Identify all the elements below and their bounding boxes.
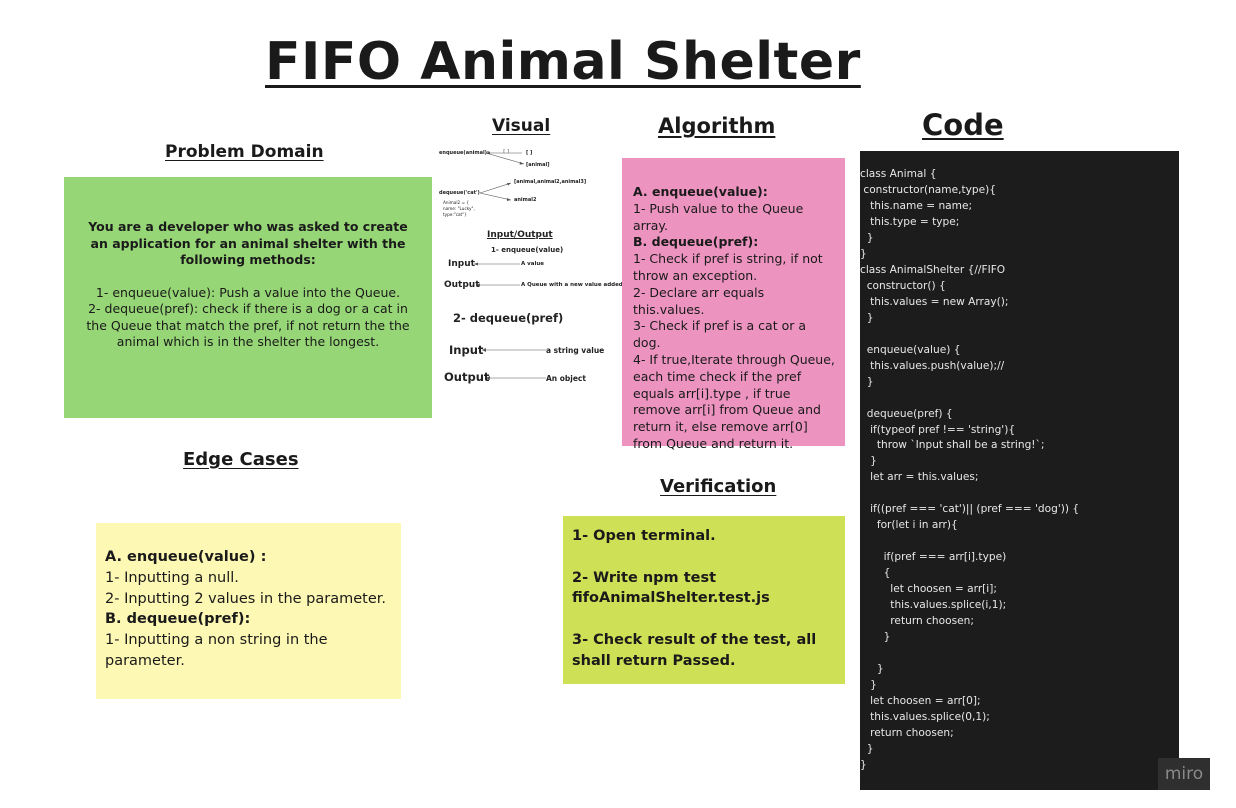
- vis-input-2-value: a string value: [546, 346, 605, 355]
- verification-heading: Verification: [660, 476, 777, 497]
- verification-note[interactable]: 1- Open terminal. 2- Write npm test fifo…: [563, 516, 845, 684]
- code-line: return choosen;: [860, 615, 974, 628]
- code-line: if((pref === 'cat')|| (pref === 'dog')) …: [860, 503, 1080, 516]
- code-lines: class Animal { constructor(name,type){ t…: [860, 167, 1179, 774]
- vis-output-1-value: A Queue with a new value added.: [521, 282, 625, 288]
- code-line: }: [860, 231, 874, 244]
- code-line: }: [860, 311, 874, 324]
- problem-line-2: 2- dequeue(pref): check if there is a do…: [86, 301, 410, 349]
- vis-sample-1: Animal2 = {: [443, 200, 469, 205]
- visual-heading: Visual: [492, 116, 551, 136]
- code-line: for(let i in arr){: [860, 519, 958, 532]
- code-line: {: [860, 567, 891, 580]
- problem-intro: You are a developer who was asked to cre…: [88, 219, 408, 267]
- algo-b-1: 1- Check if pref is string, if not throw…: [633, 251, 823, 283]
- code-line: }: [860, 679, 877, 691]
- vis-input-1-value: A value: [521, 261, 544, 267]
- problem-domain-note[interactable]: You are a developer who was asked to cre…: [64, 177, 432, 418]
- vis-sample-3: type:"cat"}: [443, 212, 467, 217]
- code-line: let arr = this.values;: [860, 471, 979, 484]
- board-title: FIFO Animal Shelter: [265, 32, 861, 92]
- code-line: }: [860, 455, 877, 468]
- vis-sample-2: name: "Lucky",: [443, 206, 475, 211]
- vis-result-label: animal2: [514, 197, 537, 203]
- algorithm-note[interactable]: A. enqueue(value): 1- Push value to the …: [622, 158, 845, 451]
- vis-dequeue-label: dequeue('cat'): [439, 190, 480, 196]
- code-line: enqueue(value) {: [860, 343, 961, 356]
- problem-domain-heading: Problem Domain: [165, 142, 324, 162]
- verif-step-1: 1- Open terminal.: [572, 528, 716, 544]
- code-line: }: [860, 631, 891, 644]
- code-line: }: [860, 247, 867, 260]
- code-line: [860, 327, 1179, 343]
- visual-diagram[interactable]: enqueue(animal): [ ] [ ] [animal] dequeu…: [436, 140, 625, 390]
- edge-a-1: 1- Inputting a null.: [105, 569, 239, 586]
- verif-step-3: 3- Check result of the test, all shall r…: [572, 631, 817, 669]
- code-line: return choosen;: [860, 726, 954, 739]
- code-line: }: [860, 375, 874, 388]
- code-line: class AnimalShelter {//FIFO: [860, 263, 1006, 276]
- algorithm-heading: Algorithm: [658, 114, 776, 138]
- vis-box-label: [ ]: [526, 150, 533, 156]
- code-line: let choosen = arr[i];: [860, 583, 997, 596]
- code-line: constructor() {: [860, 279, 946, 292]
- vis-io-item-1: 1- enqueue(value): [491, 246, 564, 254]
- miro-watermark: miro: [1158, 758, 1210, 790]
- algo-b-4: 4- If true,Iterate through Queue, each t…: [633, 351, 835, 451]
- code-line: }: [860, 742, 874, 755]
- code-line: this.values = new Array();: [860, 295, 1009, 308]
- code-line: throw `Input shall be a string!`;: [860, 439, 1045, 452]
- edge-cases-heading: Edge Cases: [183, 449, 299, 470]
- algo-a-head: A. enqueue(value):: [633, 184, 768, 199]
- code-line: this.values.splice(0,1);: [860, 710, 990, 723]
- vis-queue-label: [animal,animal2,animal3]: [514, 179, 587, 185]
- code-line: }: [860, 758, 867, 771]
- algo-a-1: 1- Push value to the Queue array.: [633, 200, 804, 233]
- code-line: [860, 534, 1179, 550]
- code-line: [860, 391, 1179, 407]
- code-line: this.type = type;: [860, 215, 960, 228]
- vis-io-heading: Input/Output: [487, 230, 553, 240]
- code-line: this.values.splice(i,1);: [860, 599, 1007, 612]
- edge-cases-note[interactable]: A. enqueue(value) : 1- Inputting a null.…: [96, 523, 401, 699]
- vis-io-item-2: 2- dequeue(pref): [453, 311, 564, 325]
- code-line: dequeue(pref) {: [860, 407, 953, 420]
- vis-output-2: Output: [444, 370, 490, 384]
- vis-output-1: Output: [444, 280, 480, 290]
- edge-b-1: 1- Inputting a non string in the paramet…: [105, 632, 328, 669]
- code-line: class Animal {: [860, 168, 937, 180]
- code-line: if(pref === arr[i].type): [860, 551, 1007, 564]
- code-heading: Code: [922, 108, 1004, 142]
- vis-input-2: Input: [449, 343, 484, 357]
- code-line: [860, 486, 1179, 502]
- vis-output-2-value: An object: [546, 374, 586, 383]
- code-line: }: [860, 663, 884, 676]
- code-line: [860, 646, 1179, 662]
- vis-arrow-tag: [ ]: [503, 149, 510, 155]
- code-line: constructor(name,type){: [860, 183, 997, 196]
- verif-step-2: 2- Write npm test fifoAnimalShelter.test…: [572, 569, 770, 607]
- code-line: if(typeof pref !== 'string'){: [860, 423, 1016, 436]
- algo-b-3: 3- Check if pref is a cat or a dog.: [633, 318, 806, 351]
- edge-a-head: A. enqueue(value) :: [105, 549, 267, 565]
- vis-animal-label: [animal]: [526, 162, 550, 168]
- problem-line-1: 1- enqueue(value): Push a value into the…: [95, 284, 401, 300]
- code-line: let choosen = arr[0];: [860, 694, 981, 707]
- visual-connectors: [474, 151, 546, 380]
- code-line: this.values.push(value);//: [860, 359, 1005, 372]
- vis-input-1: Input: [448, 259, 475, 269]
- algo-b-2: 2- Declare arr equals this.values.: [633, 284, 765, 317]
- edge-b-head: B. dequeue(pref):: [105, 611, 251, 628]
- code-line: this.name = name;: [860, 199, 973, 212]
- edge-a-2: 2- Inputting 2 values in the parameter.: [105, 590, 386, 607]
- algo-b-head: B. dequeue(pref):: [633, 234, 759, 250]
- vis-enqueue-label: enqueue(animal):: [439, 150, 489, 156]
- code-panel[interactable]: class Animal { constructor(name,type){ t…: [860, 151, 1179, 790]
